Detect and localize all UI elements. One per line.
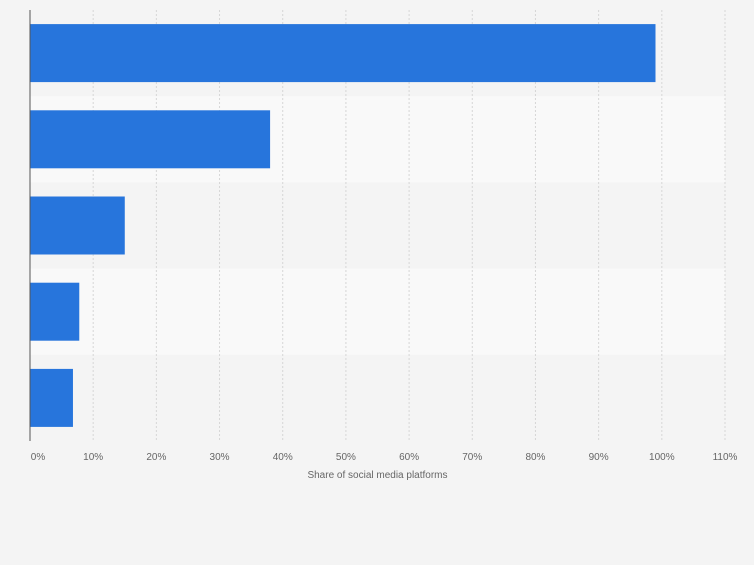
x-tick-label: 70% (462, 452, 482, 463)
x-tick-label: 110% (713, 452, 738, 463)
x-tick-label: 100% (649, 452, 675, 463)
bars (30, 24, 656, 427)
x-tick-label: 0% (31, 452, 46, 463)
x-tick-labels: 0% 10% 20% 30% 40% 50% 60% 70% 80% 90% 100% 110% (31, 452, 738, 463)
x-tick-label: 80% (525, 452, 545, 463)
bar (30, 196, 125, 255)
row-band (30, 354, 725, 441)
bar (30, 368, 73, 427)
x-tick-label: 20% (146, 452, 166, 463)
x-tick-label: 90% (589, 452, 609, 463)
row-bands (30, 10, 725, 441)
row-band (30, 182, 725, 269)
x-tick-label: 60% (399, 452, 419, 463)
x-tick-label: 30% (210, 452, 230, 463)
x-tick-label: 10% (83, 452, 103, 463)
x-axis-title: Share of social media platforms (307, 470, 447, 481)
x-tick-label: 50% (336, 452, 356, 463)
bar (30, 282, 80, 341)
bar (30, 110, 271, 169)
x-tick-label: 40% (273, 452, 293, 463)
bar (30, 24, 656, 83)
row-band (30, 268, 725, 355)
